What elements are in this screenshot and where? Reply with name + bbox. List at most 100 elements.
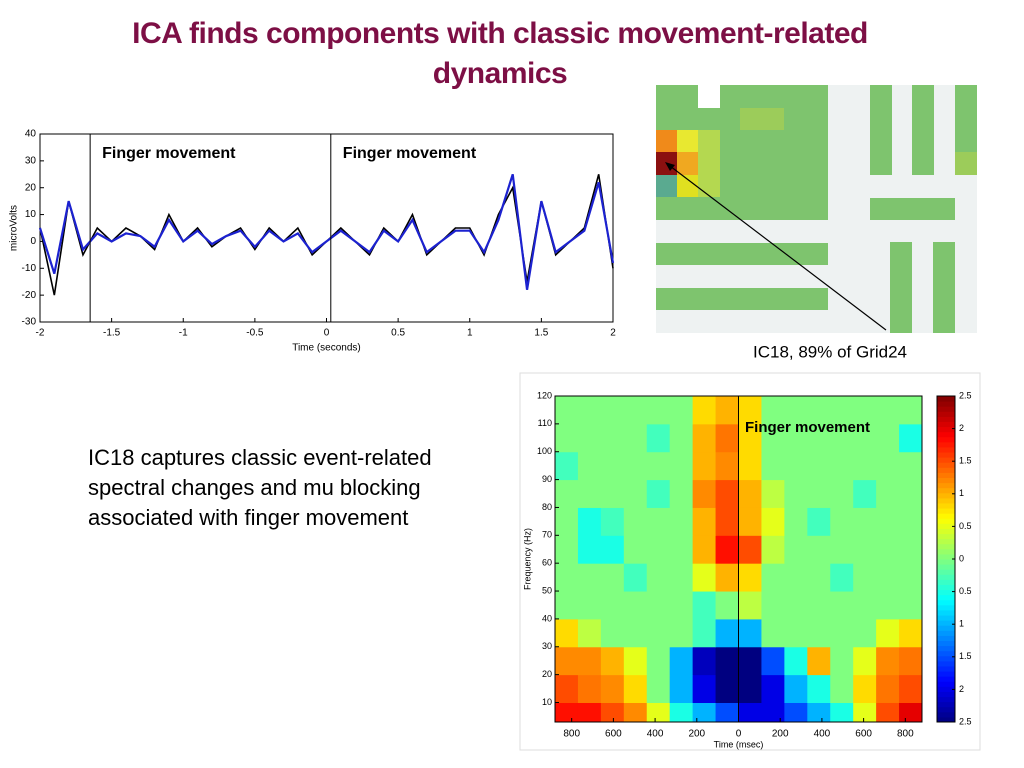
grid-strip — [912, 85, 934, 175]
heat-cell — [876, 618, 900, 648]
heat-cell — [623, 646, 648, 676]
heat-cell — [738, 535, 762, 564]
heat-cell — [600, 507, 625, 536]
colorbar-step — [937, 457, 955, 463]
y-tick-label: -30 — [22, 317, 37, 328]
colorbar-tick-label: 1.5 — [959, 456, 972, 466]
heat-cell — [899, 591, 923, 620]
heat-cell — [761, 479, 785, 508]
heat-cell — [738, 702, 762, 723]
heat-cell — [899, 535, 923, 564]
heat-cell — [853, 674, 877, 703]
y-tick-label: 90 — [542, 474, 552, 484]
heat-cell — [899, 423, 923, 453]
colorbar-step — [937, 482, 955, 489]
colorbar-step — [937, 589, 955, 596]
y-tick-label: 30 — [25, 155, 37, 166]
grid-cell — [656, 175, 677, 197]
heat-cell — [715, 535, 739, 564]
heat-cell — [853, 563, 877, 592]
colorbar-step — [937, 594, 955, 601]
colorbar-step — [937, 406, 955, 412]
colorbar-step — [937, 691, 955, 698]
colorbar-step — [937, 472, 955, 478]
colorbar-step — [937, 502, 955, 509]
colorbar-tick-label: 1 — [959, 488, 964, 498]
heat-cell — [784, 563, 808, 592]
heat-cell — [555, 591, 579, 620]
heat-cell — [738, 507, 762, 536]
x-tick-label: 600 — [605, 729, 622, 740]
grid-strip — [870, 85, 892, 175]
trace — [39, 174, 614, 296]
grid-strip — [656, 243, 828, 265]
colorbar-step — [937, 467, 955, 473]
arrow-head — [665, 162, 675, 171]
colorbar-step — [937, 548, 955, 555]
x-tick-label: 200 — [688, 729, 705, 740]
heat-cell — [807, 674, 831, 703]
colorbar-step — [937, 462, 955, 468]
heat-cell — [899, 451, 923, 481]
heat-cell — [669, 479, 694, 508]
heat-cell — [600, 479, 625, 508]
heat-cell — [623, 674, 648, 703]
heat-cell — [623, 423, 648, 453]
heat-cell — [853, 618, 877, 648]
heat-cell — [577, 396, 602, 425]
heat-cell — [577, 618, 602, 648]
y-tick-label: 50 — [542, 585, 552, 595]
heat-cell — [738, 423, 762, 453]
colorbar-step — [937, 681, 955, 687]
colorbar-step — [937, 706, 955, 713]
y-tick-label: 10 — [25, 209, 37, 220]
heat-cell — [853, 507, 877, 536]
heat-cell — [784, 674, 808, 703]
y-tick-label: 120 — [537, 390, 552, 400]
heat-cell — [761, 396, 785, 425]
heat-cell — [738, 618, 762, 648]
grid-cell — [955, 152, 977, 175]
grid-strip — [870, 198, 955, 220]
grid-cell — [740, 108, 784, 130]
heat-cell — [738, 674, 762, 703]
x-tick-label: 0 — [324, 328, 330, 339]
heat-cell — [646, 591, 671, 620]
heat-cell — [692, 618, 717, 648]
heat-cell — [853, 423, 877, 453]
colorbar-step — [937, 696, 955, 703]
heat-cell — [830, 423, 854, 453]
heat-cell — [600, 451, 625, 481]
colorbar-step — [937, 508, 955, 514]
heat-cell — [807, 702, 831, 723]
heat-cell — [738, 563, 762, 592]
heat-cell — [784, 646, 808, 676]
heat-cell — [715, 396, 739, 425]
heat-cell — [761, 646, 785, 676]
heat-cell — [899, 507, 923, 536]
heat-cell — [715, 674, 739, 703]
heat-cell — [738, 396, 762, 425]
colorbar-step — [937, 401, 955, 407]
heat-cell — [623, 702, 648, 723]
x-axis-label: Time (msec) — [714, 739, 764, 749]
colorbar-tick-label: 2 — [959, 684, 964, 694]
electrode-grid — [656, 85, 977, 333]
heat-cell — [577, 591, 602, 620]
y-tick-label: 40 — [542, 613, 552, 623]
colorbar-step — [937, 716, 955, 723]
y-axis-label: Frequency (Hz) — [522, 528, 532, 590]
heat-cell — [876, 507, 900, 536]
colorbar-tick-label: 2 — [959, 423, 964, 433]
y-tick-label: 0 — [30, 236, 36, 247]
heat-cell — [715, 702, 739, 723]
heat-cell — [830, 396, 854, 425]
heat-cell — [577, 702, 602, 723]
colorbar-step — [937, 411, 955, 417]
heat-cell — [715, 563, 739, 592]
heat-cell — [715, 423, 739, 453]
heat-cell — [807, 563, 831, 592]
heat-cell — [555, 507, 579, 536]
colorbar-step — [937, 528, 955, 535]
